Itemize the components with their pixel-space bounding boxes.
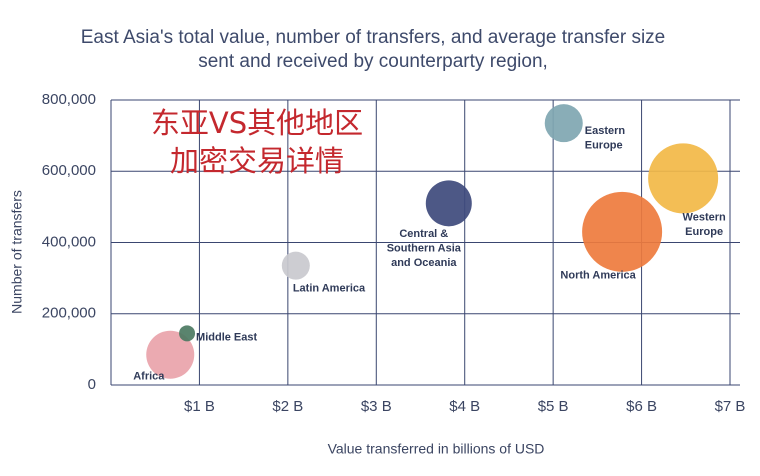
bubble <box>582 191 663 272</box>
bubble <box>648 143 719 214</box>
point-label: Europe <box>585 140 623 152</box>
y-tick-label: 200,000 <box>42 305 96 322</box>
point-label: Latin America <box>293 283 366 295</box>
x-tick-label: $5 B <box>538 398 569 415</box>
x-tick-label: $7 B <box>715 398 746 415</box>
annotation: 加密交易详情 <box>170 144 344 178</box>
x-tick-label: $2 B <box>272 398 303 415</box>
chart-title: sent and received by counterparty region… <box>198 51 548 72</box>
annotation: 东亚VS其他地区 <box>151 106 363 140</box>
x-tick-label: $1 B <box>184 398 215 415</box>
bubble <box>146 330 195 379</box>
y-tick-label: 800,000 <box>42 91 96 108</box>
x-tick-label: $6 B <box>626 398 657 415</box>
point-label: Southern Asia <box>387 243 462 255</box>
point-label: Europe <box>685 226 723 238</box>
bubble <box>425 180 472 227</box>
x-tick-label: $3 B <box>361 398 392 415</box>
point-label: North America <box>560 270 636 282</box>
point-label: and Oceania <box>391 257 457 269</box>
x-tick-label: $4 B <box>449 398 480 415</box>
point-label: Eastern <box>585 125 626 137</box>
bubble <box>544 104 583 143</box>
y-axis-title: Number of transfers <box>9 190 25 314</box>
point-label: Middle East <box>196 331 257 343</box>
x-axis-title: Value transferred in billions of USD <box>328 441 545 457</box>
point-label: Central & <box>399 228 448 240</box>
point-label: Africa <box>133 371 165 383</box>
bubble <box>179 325 196 342</box>
bubble <box>281 251 310 280</box>
y-tick-label: 600,000 <box>42 162 96 179</box>
y-tick-label: 400,000 <box>42 233 96 250</box>
point-label: Western <box>683 211 726 223</box>
chart-title: East Asia's total value, number of trans… <box>81 27 665 48</box>
y-tick-label: 0 <box>88 376 96 393</box>
